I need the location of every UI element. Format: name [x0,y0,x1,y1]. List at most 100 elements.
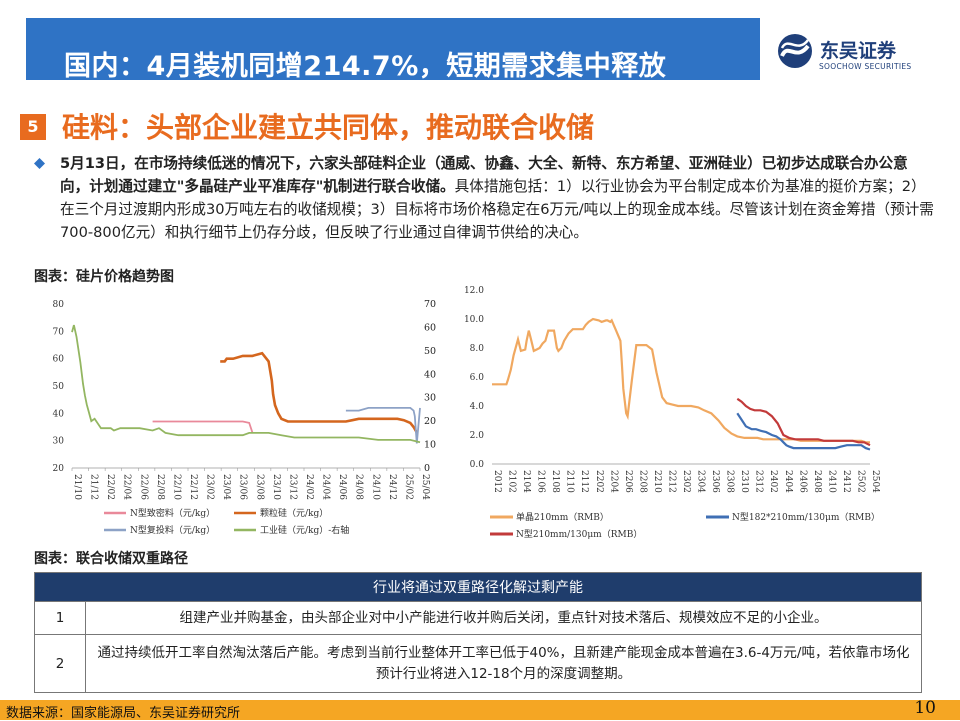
y-tick-label-left: 40 [53,409,65,419]
section-number-badge: 5 [20,114,46,140]
paragraph-bold-lead: 5月13日，在市场持续低迷的情况下，六家头部硅料企业（通威、协鑫、大全、新特、东… [60,155,908,195]
price-trend-chart-right: 12.0 10.0 8.0 6.0 4.0 2.0 0.0 2012 2102 2104 2106 2… [464,286,880,540]
row-text: 通过持续低开工率自然淘汰落后产能。考虑到当前行业整体开工率已低于40%，且新建产… [85,634,922,693]
series-line [492,317,870,444]
y-tick-label: 2.0 [470,431,485,441]
price-trend-chart-left: 80 70 60 50 40 30 20 70 60 50 40 30 20 10 0 21/10 21/12 2… [53,299,437,536]
series-line [71,324,421,444]
diamond-bullet-icon [34,158,45,169]
legend-label: N型复投料（元/kg） [130,524,215,536]
x-tick-label: 2202 [594,470,604,493]
y-tick-label: 6.0 [470,373,485,383]
y-tick-label-right: 0 [424,463,430,474]
x-tick-label: 2204 [608,470,618,493]
x-tick-label: 2304 [696,470,706,493]
x-tick-label: 22/08 [155,474,165,500]
page-number: 10 [914,698,936,718]
y-tick-label-left: 50 [53,382,65,392]
y-tick-label-right: 30 [424,393,436,404]
row-number: 1 [34,601,86,635]
x-tick-label: 2410 [826,470,836,493]
series-line [345,407,421,444]
row-number: 2 [34,634,86,693]
footer-bar: 数据来源：国家能源局、东吴证券研究所 10 [0,698,960,721]
header-title: 国内：4月装机同增214.7%，短期需求集中释放 [64,51,667,82]
x-tick-label: 2112 [579,470,589,493]
chart-caption: 图表：硅片价格趋势图 [34,269,174,285]
body-paragraph: 5月13日，在市场持续低迷的情况下，六家头部硅料企业（通威、协鑫、大全、新特、东… [60,152,936,244]
x-tick-label: 23/08 [254,474,264,500]
x-tick-label: 2210 [652,470,662,493]
x-tick-label: 2310 [739,470,749,493]
legend-label: 颗粒硅（元/kg） [260,507,328,519]
y-tick-label-left: 20 [53,464,65,474]
x-tick-label: 2208 [637,470,647,493]
x-tick-label: 25/04 [420,474,430,500]
legend-label: N型182*210mm/130μm（RMB） [732,512,880,523]
x-tick-label: 2306 [710,470,720,493]
header-banner: 国内：4月装机同增214.7%，短期需求集中释放 [26,18,760,82]
x-tick-label: 21/10 [72,474,82,500]
x-tick-label: 2104 [521,470,531,493]
x-tick-label: 22/10 [171,474,181,500]
y-tick-label-right: 70 [424,299,436,310]
paragraph-text: 具体措施包括：1）以行业协会为平台制定成本价为基准的挺价方案；2）在三个月过渡期… [60,178,934,241]
y-tick-label-left: 70 [53,327,65,337]
x-tick-label: 24/08 [354,474,364,500]
x-tick-label: 2302 [681,470,691,493]
x-tick-label: 22/12 [188,474,198,500]
x-tick-label: 2404 [783,470,793,493]
x-tick-label: 2102 [507,470,517,493]
y-tick-label: 12.0 [464,286,484,296]
section-title: 硅料：头部企业建立共同体，推动联合收储 [62,111,595,144]
series-line [736,412,871,451]
x-tick-label: 22/04 [122,474,132,500]
company-logo: 东吴证券 SOOCHOW SECURITIES [776,34,926,80]
series-line [220,351,418,434]
legend-label: 工业硅（元/kg）-右轴 [260,524,349,536]
x-tick-label: 23/02 [205,474,215,500]
y-tick-label: 10.0 [464,315,484,325]
x-tick-label: 2412 [841,470,851,493]
data-source: 数据来源：国家能源局、东吴证券研究所 [6,706,241,721]
table-row: 1 组建产业并购基金，由头部企业对中小产能进行收并购后关闭，重点针对技术落后、规… [34,601,922,635]
logo-name: 东吴证券 [820,40,897,62]
y-tick-label-left: 60 [53,355,65,365]
x-tick-label: 24/10 [370,474,380,500]
x-tick-label: 24/12 [387,474,397,500]
logo-subtitle: SOOCHOW SECURITIES [819,62,912,71]
x-tick-label: 2110 [565,470,575,493]
x-tick-label: 24/02 [304,474,314,500]
y-tick-label-right: 40 [424,369,436,380]
y-tick-label-right: 10 [424,440,436,451]
x-tick-label: 23/10 [271,474,281,500]
table-header-row: 行业将通过双重路径化解过剩产能 [34,572,922,602]
x-tick-label: 22/06 [138,474,148,500]
y-tick-label: 4.0 [470,402,485,412]
x-tick-label: 2108 [550,470,560,493]
x-tick-label: 2012 [492,470,502,493]
y-tick-label-right: 20 [424,416,436,427]
x-tick-label: 2406 [797,470,807,493]
x-tick-label: 21/12 [89,474,99,500]
x-tick-label: 22/02 [105,474,115,500]
series-line [152,420,254,433]
legend-label: 单晶210mm（RMB） [516,511,609,523]
table-header: 行业将通过双重路径化解过剩产能 [34,572,922,602]
x-tick-label: 2402 [768,470,778,493]
x-tick-label: 2502 [855,470,865,493]
legend-label: N型210mm/130μm（RMB） [516,529,642,540]
x-tick-label: 2312 [754,470,764,493]
x-tick-label: 2212 [666,470,676,493]
x-tick-label: 2308 [725,470,735,493]
table-caption: 图表：联合收储双重路径 [34,551,188,567]
y-tick-label-right: 60 [424,322,436,333]
series-line [736,397,871,447]
y-tick-label: 8.0 [470,344,485,354]
x-tick-label: 23/12 [287,474,297,500]
x-tick-label: 25/02 [403,474,413,500]
x-tick-label: 24/06 [337,474,347,500]
y-tick-label-left: 80 [53,300,65,310]
x-tick-label: 2206 [623,470,633,493]
x-tick-label: 2408 [812,470,822,493]
